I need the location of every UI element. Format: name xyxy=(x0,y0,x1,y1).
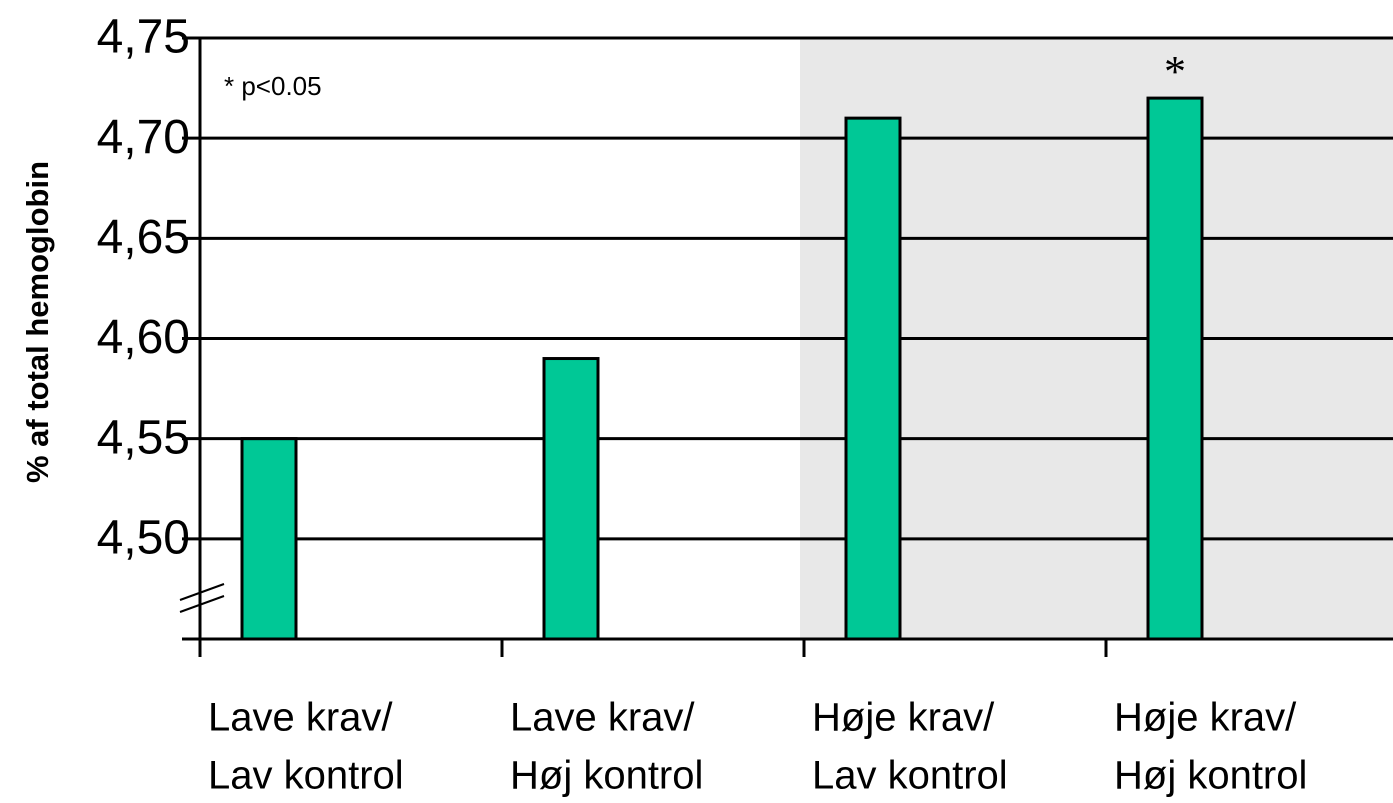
x-tick-label: Lave krav/ xyxy=(510,696,695,740)
y-tick-label: 4,50 xyxy=(97,512,190,565)
bar xyxy=(240,437,298,641)
x-tick-label: Lav kontrol xyxy=(812,754,1008,798)
y-tick-label: 4,55 xyxy=(97,411,190,464)
x-tick-label: Lav kontrol xyxy=(208,754,404,798)
y-tick-label: 4,70 xyxy=(97,111,190,164)
y-tick-label: 4,60 xyxy=(97,311,190,364)
axis-break xyxy=(179,583,225,601)
y-axis-label: % af total hemoglobin xyxy=(20,161,55,483)
x-tick-label: Lave krav/ xyxy=(208,696,393,740)
x-tick-label: Høje krav/ xyxy=(812,696,995,740)
bar xyxy=(844,116,902,641)
plot: 4,50 4,55 4,60 4,65 4,70 4,75 Lave krav/Lav ko… xyxy=(97,11,1393,798)
annotation: * p<0.05 xyxy=(224,71,322,101)
y-tick-label: 4,75 xyxy=(97,11,190,64)
bar xyxy=(542,357,600,641)
x-tick-label: Høje krav/ xyxy=(1114,696,1297,740)
x-tick-label: Høj kontrol xyxy=(1114,754,1307,798)
axis-break xyxy=(179,595,225,613)
y-tick-label: 4,65 xyxy=(97,211,190,264)
significance-marker: * xyxy=(1164,47,1186,96)
x-tick-label: Høj kontrol xyxy=(510,754,703,798)
bar xyxy=(1146,96,1204,641)
